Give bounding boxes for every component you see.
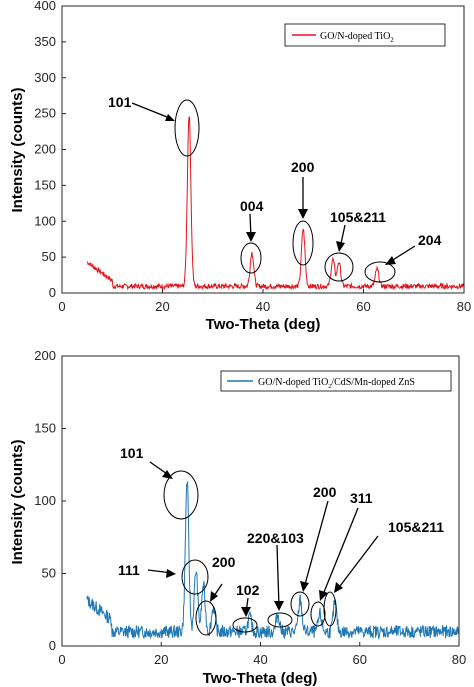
legend-top: GO/N-doped TiO2 bbox=[284, 23, 446, 47]
legend-subscript-bottom: 2 bbox=[328, 384, 331, 390]
legend-label-top: GO/N-doped TiO2 bbox=[320, 31, 394, 44]
peak-ellipse-200-bottom bbox=[195, 600, 217, 636]
legend-suffix-bottom: /CdS/Mn-doped ZnS bbox=[331, 377, 415, 388]
y-tick-label-top: 300 bbox=[34, 70, 56, 85]
x-axis-title-bottom: Two-Theta (deg) bbox=[203, 670, 318, 687]
x-tick-label-bottom: 80 bbox=[452, 652, 466, 667]
arrowhead-311-bottom bbox=[319, 590, 328, 601]
x-axis-title-top: Two-Theta (deg) bbox=[206, 316, 321, 333]
annotations-top: 101 004 200 105&211 204 bbox=[108, 94, 442, 283]
peak-ellipse-200-top bbox=[292, 220, 314, 266]
peak-ellipse-004-top bbox=[240, 242, 262, 274]
series-line-top bbox=[87, 116, 465, 291]
y-axis-title-bottom: Intensity (counts) bbox=[9, 439, 26, 564]
peak-ellipse-200b-bottom bbox=[290, 591, 310, 617]
plot-frame-top bbox=[61, 5, 465, 294]
label-105-211-top: 105&211 bbox=[330, 209, 386, 225]
y-tick-label-bottom: 100 bbox=[34, 493, 56, 508]
x-tick-label-top: 80 bbox=[457, 299, 471, 314]
series-line-bottom bbox=[86, 481, 460, 640]
peak-ellipse-105-211-bottom bbox=[323, 591, 337, 627]
arrowhead-220-103-bottom bbox=[274, 601, 284, 611]
y-tick-label-bottom: 0 bbox=[49, 638, 56, 653]
label-102-bottom: 102 bbox=[236, 582, 260, 598]
y-ticks-bottom: 0 50 100 150 200 bbox=[34, 348, 66, 653]
label-220-103-bottom: 220&103 bbox=[247, 530, 304, 546]
y-tick-label-top: 100 bbox=[34, 213, 56, 228]
y-tick-label-bottom: 150 bbox=[34, 421, 56, 436]
y-tick-label-top: 350 bbox=[34, 34, 56, 49]
x-tick-label-bottom: 40 bbox=[253, 652, 267, 667]
y-tick-label-top: 150 bbox=[34, 177, 56, 192]
arrow-200b-bottom bbox=[303, 500, 329, 589]
label-004-top: 004 bbox=[240, 198, 264, 214]
chart-bottom: 0 50 100 150 200 0 20 40 60 80 Two-Theta (deg) I… bbox=[9, 348, 466, 687]
label-101-bottom: 101 bbox=[120, 445, 144, 461]
chart-top: 0 50 100 150 200 250 300 350 400 0 20 40 60 80 Two-T… bbox=[9, 0, 471, 333]
arrowhead-105-211-top bbox=[336, 241, 345, 252]
y-tick-label-bottom: 50 bbox=[42, 566, 56, 581]
annotations-bottom: 101 111 200 102 220&103 200 311 bbox=[118, 445, 444, 636]
plot-frame-bottom bbox=[61, 355, 460, 647]
label-101-top: 101 bbox=[108, 94, 132, 110]
arrow-220-103-bottom bbox=[276, 544, 280, 608]
y-tick-label-top: 200 bbox=[34, 142, 56, 157]
legend-box-top bbox=[284, 23, 446, 47]
x-tick-label-bottom: 0 bbox=[58, 652, 65, 667]
label-111-bottom: 111 bbox=[118, 562, 140, 578]
y-tick-label-top: 250 bbox=[34, 106, 56, 121]
arrowhead-004-top bbox=[246, 232, 256, 242]
y-tick-label-top: 50 bbox=[42, 249, 56, 264]
x-tick-label-top: 60 bbox=[356, 299, 370, 314]
peak-ellipse-101-top bbox=[174, 99, 200, 157]
y-tick-label-bottom: 200 bbox=[34, 348, 56, 363]
peak-ellipse-105-211-top bbox=[324, 252, 354, 282]
legend-name-bottom: GO/N-doped TiO bbox=[258, 377, 328, 388]
arrow-311-bottom bbox=[321, 507, 359, 598]
peak-ellipse-311-bottom bbox=[310, 601, 326, 627]
peak-ellipse-220-103-bottom bbox=[267, 612, 293, 628]
arrowhead-101-bottom bbox=[162, 470, 173, 479]
label-311-bottom: 311 bbox=[350, 490, 373, 506]
legend-label-bottom: GO/N-doped TiO2/CdS/Mn-doped ZnS bbox=[258, 377, 415, 390]
x-tick-label-bottom: 20 bbox=[154, 652, 168, 667]
arrowhead-105-211-bottom bbox=[334, 582, 343, 593]
label-105-211-bottom: 105&211 bbox=[388, 519, 444, 535]
arrowhead-200-bottom bbox=[210, 591, 218, 602]
arrow-101-top bbox=[131, 102, 173, 120]
x-tick-label-top: 0 bbox=[58, 299, 65, 314]
arrowhead-200b-bottom bbox=[300, 581, 309, 592]
arrowhead-204-top bbox=[385, 256, 396, 265]
x-tick-label-top: 20 bbox=[155, 299, 169, 314]
legend-subscript-top: 2 bbox=[390, 36, 394, 44]
legend-bottom: GO/N-doped TiO2/CdS/Mn-doped ZnS bbox=[220, 370, 452, 392]
legend-box-bottom bbox=[220, 370, 452, 392]
peak-ellipse-111-bottom bbox=[181, 559, 209, 595]
arrowhead-102-bottom bbox=[241, 607, 251, 617]
arrowhead-200-top bbox=[298, 209, 308, 219]
peak-ellipse-101-bottom bbox=[163, 470, 199, 520]
label-200b-bottom: 200 bbox=[313, 484, 337, 500]
x-tick-label-top: 40 bbox=[256, 299, 270, 314]
x-tick-label-bottom: 60 bbox=[353, 652, 367, 667]
peak-ellipse-204-top bbox=[364, 261, 396, 283]
label-200-top: 200 bbox=[291, 159, 315, 175]
x-ticks-bottom: 0 20 40 60 80 bbox=[58, 642, 466, 667]
y-tick-label-top: 0 bbox=[49, 285, 56, 300]
peak-ellipse-102-bottom bbox=[232, 617, 258, 633]
arrowhead-101-top bbox=[165, 114, 175, 121]
y-tick-label-top: 400 bbox=[34, 0, 56, 13]
y-ticks-top: 0 50 100 150 200 250 300 350 400 bbox=[34, 0, 66, 300]
arrowhead-111-bottom bbox=[166, 569, 176, 578]
x-ticks-top: 0 20 40 60 80 bbox=[58, 289, 471, 314]
label-200-bottom: 200 bbox=[212, 554, 236, 570]
y-axis-title-top: Intensity (counts) bbox=[9, 87, 26, 212]
arrow-105-211-bottom bbox=[336, 535, 379, 591]
label-204-top: 204 bbox=[418, 232, 442, 248]
legend-name-top: GO/N-doped TiO bbox=[320, 31, 390, 42]
